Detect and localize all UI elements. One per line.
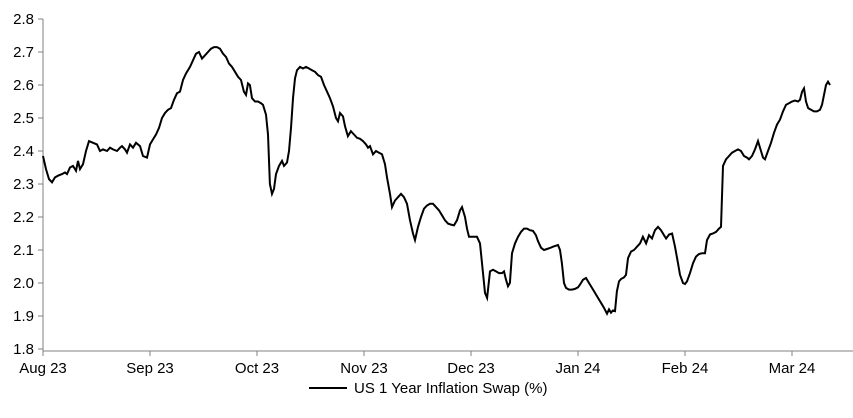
x-tick-label: Aug 23 <box>19 360 67 377</box>
x-tick-label: Oct 23 <box>235 360 279 377</box>
y-tick-label: 2.0 <box>13 275 34 292</box>
legend-label: US 1 Year Inflation Swap (%) <box>354 380 547 397</box>
x-tick-label: Feb 24 <box>662 360 709 377</box>
x-tick-label: Mar 24 <box>769 360 816 377</box>
y-tick-label: 2.8 <box>13 11 34 28</box>
data-line <box>42 46 831 316</box>
y-tick-label: 2.2 <box>13 209 34 226</box>
y-tick-label: 2.7 <box>13 44 34 61</box>
y-tick-label: 1.8 <box>13 341 34 358</box>
x-tick-label: Sep 23 <box>126 360 174 377</box>
y-tick-label: 2.6 <box>13 77 34 94</box>
series-lines <box>42 46 831 316</box>
x-tick-label: Nov 23 <box>340 360 388 377</box>
y-tick-label: 2.5 <box>13 110 34 127</box>
y-tick-label: 1.9 <box>13 308 34 325</box>
x-tick-label: Dec 23 <box>447 360 495 377</box>
x-axis: Aug 23 Sep 23 Oct 23 Nov 23 Dec 23 Jan 24 Feb … <box>19 350 853 377</box>
x-tick-label: Jan 24 <box>555 360 600 377</box>
legend: US 1 Year Inflation Swap (%) <box>309 380 547 397</box>
y-axis: 1.8 1.9 2.0 2.1 2.2 2.3 2.4 2.5 2.6 2.7 2.8 <box>13 11 44 358</box>
y-tick-label: 2.4 <box>13 143 34 160</box>
y-tick-label: 2.3 <box>13 176 34 193</box>
y-tick-label: 2.1 <box>13 242 34 259</box>
